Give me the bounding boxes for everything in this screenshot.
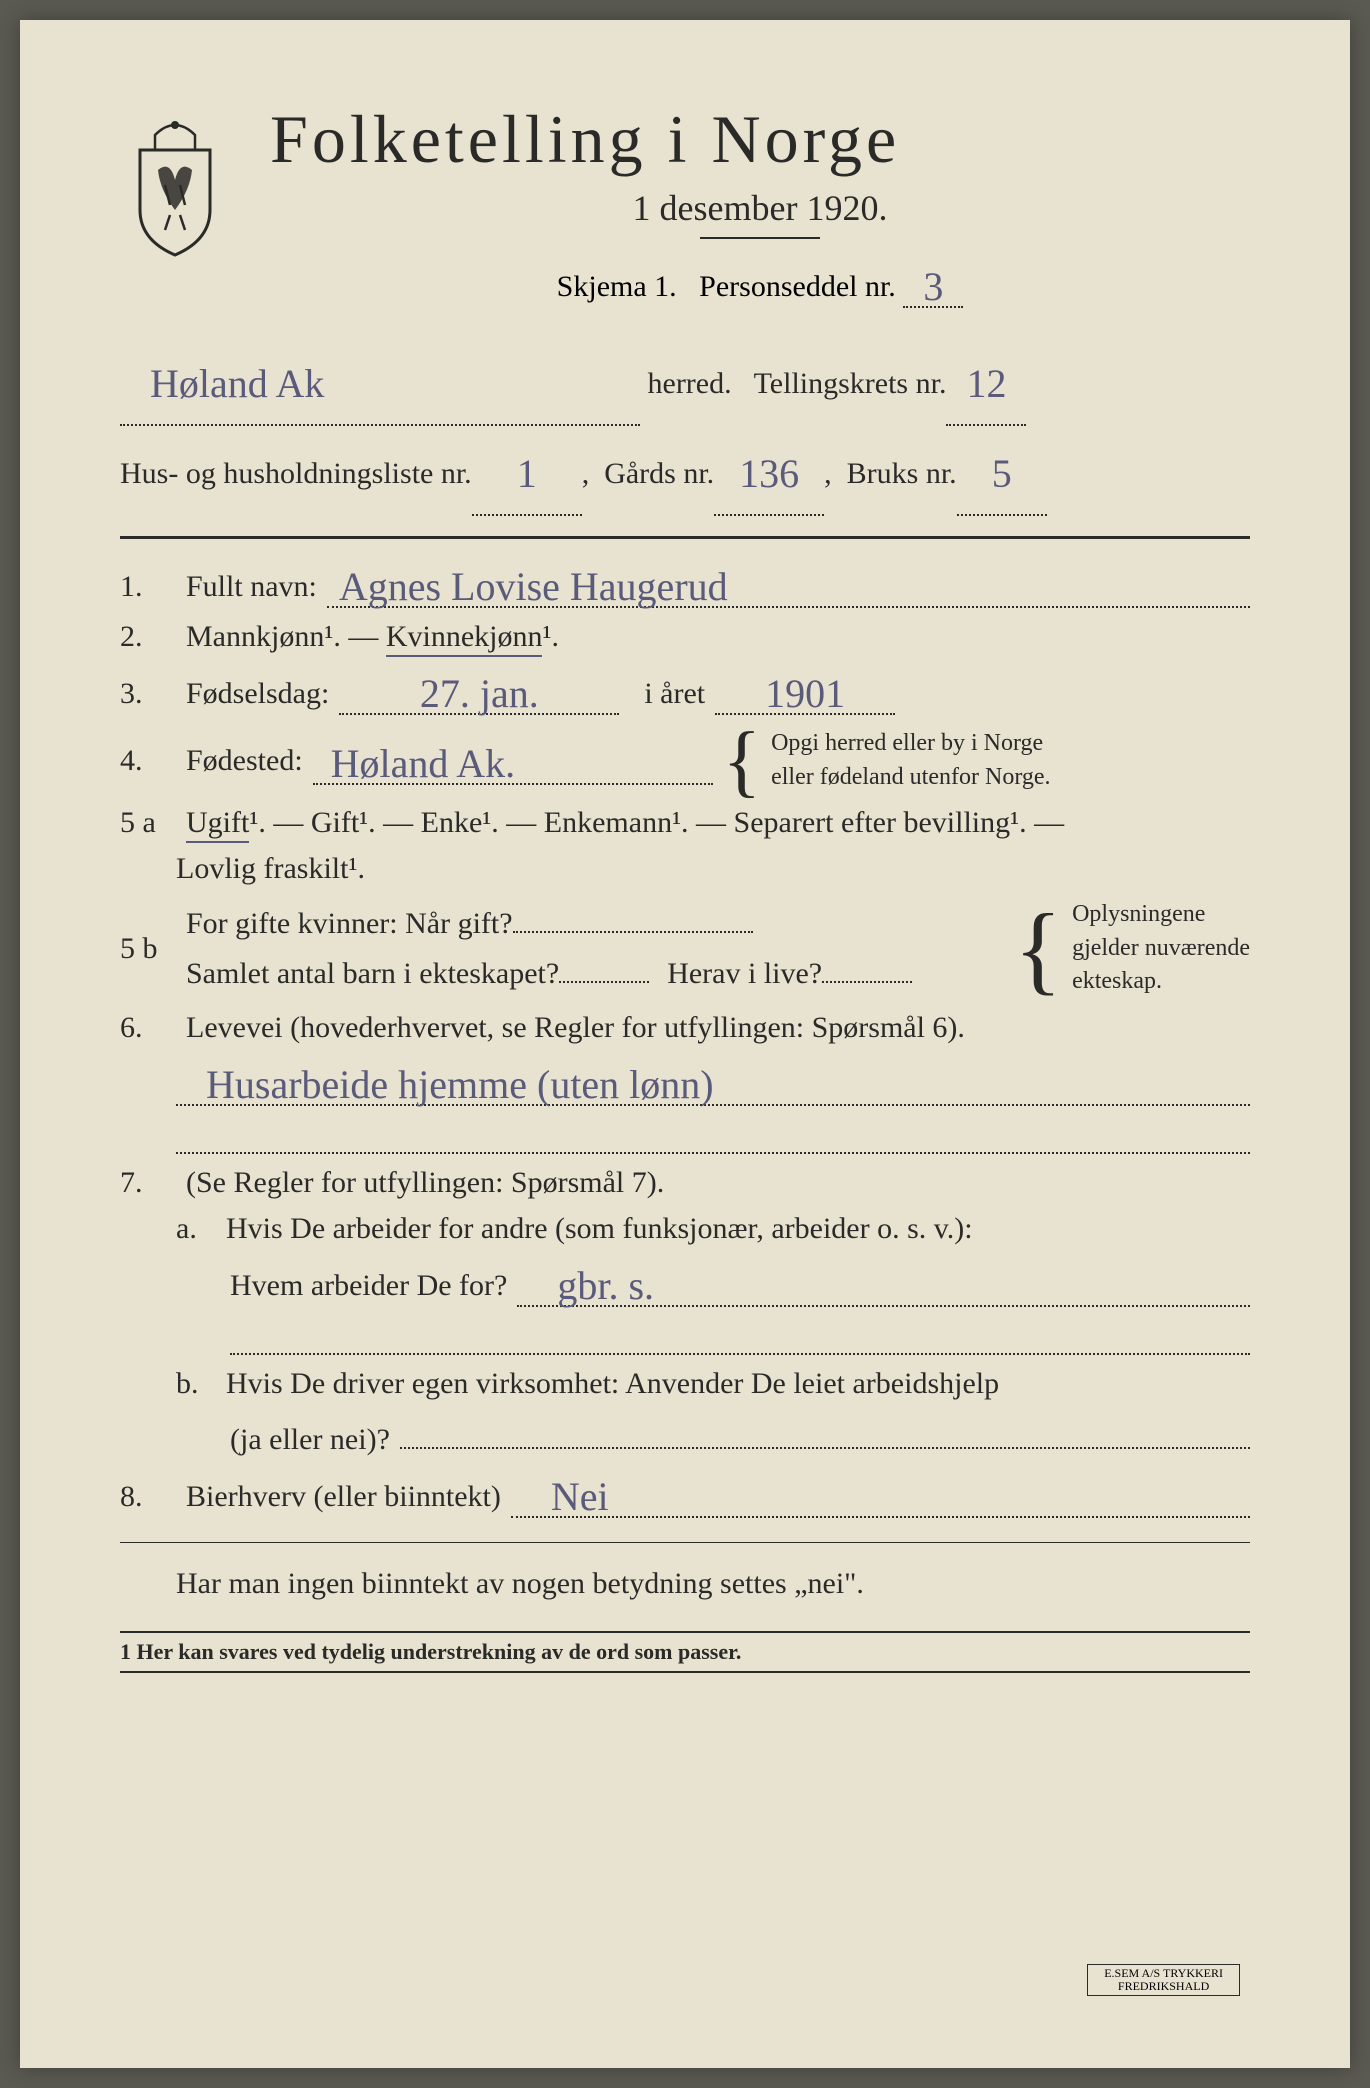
q8-row: 8. Bierhverv (eller biinntekt) Nei bbox=[120, 1469, 1250, 1518]
q6-value-row: Husarbeide hjemme (uten lønn) bbox=[120, 1057, 1250, 1106]
schema-label: Skjema 1. Personseddel nr. bbox=[557, 270, 896, 303]
q1-num: 1. bbox=[120, 570, 176, 604]
q6-row: 6. Levevei (hovederhvervet, se Regler fo… bbox=[120, 1011, 1250, 1045]
coat-of-arms-icon bbox=[120, 110, 230, 260]
q2-row: 2. Mannkjønn¹. — Kvinnekjønn¹. bbox=[120, 620, 1250, 654]
q5b-text3: Herav i live? bbox=[667, 957, 822, 991]
herred-name: Høland Ak bbox=[150, 361, 324, 406]
q5b-num: 5 b bbox=[120, 932, 176, 966]
stamp2: FREDRIKSHALD bbox=[1118, 1979, 1209, 1993]
footnote: 1 Her kan svares ved tydelig understrekn… bbox=[120, 1631, 1250, 1673]
q8-divider bbox=[120, 1542, 1250, 1543]
q4-num: 4. bbox=[120, 744, 176, 778]
q7a-text1: Hvis De arbeider for andre (som funksjon… bbox=[226, 1212, 973, 1246]
q7a-text2: Hvem arbeider De for? bbox=[230, 1269, 507, 1303]
q7b-text1: Hvis De driver egen virksomhet: Anvender… bbox=[226, 1367, 999, 1401]
q1-row: 1. Fullt navn: Agnes Lovise Haugerud bbox=[120, 559, 1250, 608]
q5b-text1: For gifte kvinner: Når gift? bbox=[186, 907, 513, 941]
q8-num: 8. bbox=[120, 1480, 176, 1514]
q8-note-row: Har man ingen biinntekt av nogen betydni… bbox=[120, 1567, 1250, 1601]
q3-row: 3. Fødselsdag: 27. jan. i året 1901 bbox=[120, 666, 1250, 715]
q1-value: Agnes Lovise Haugerud bbox=[339, 564, 728, 609]
q5a-line2: Lovlig fraskilt¹. bbox=[176, 852, 365, 886]
q8-label: Bierhverv (eller biinntekt) bbox=[186, 1480, 501, 1514]
title-divider bbox=[700, 237, 820, 239]
q4-hint: { Opgi herred eller by i Norge eller fød… bbox=[723, 727, 1051, 794]
q5b-text2: Samlet antal barn i ekteskapet? bbox=[186, 957, 559, 991]
gards-label: , Gårds nr. bbox=[582, 441, 714, 507]
q7b-row1: b. Hvis De driver egen virksomhet: Anven… bbox=[120, 1367, 1250, 1401]
header: Folketelling i Norge 1 desember 1920. Sk… bbox=[120, 100, 1250, 316]
q5a-row2: Lovlig fraskilt¹. bbox=[120, 852, 1250, 886]
q6-blank-row bbox=[120, 1118, 1250, 1154]
q8-note: Har man ingen biinntekt av nogen betydni… bbox=[176, 1567, 864, 1601]
bruks-nr: 5 bbox=[992, 451, 1012, 496]
q7a-value: gbr. s. bbox=[557, 1263, 654, 1308]
q4-row: 4. Fødested: Høland Ak. { Opgi herred el… bbox=[120, 727, 1250, 794]
q3-year: 1901 bbox=[765, 671, 845, 716]
title-block: Folketelling i Norge 1 desember 1920. Sk… bbox=[270, 100, 1250, 316]
printer-stamp: E.SEM A/S TRYKKERI FREDRIKSHALD bbox=[1087, 1964, 1240, 1996]
q2-underlined: Kvinnekjønn bbox=[386, 620, 543, 657]
stamp1: E.SEM A/S TRYKKERI bbox=[1104, 1966, 1223, 1980]
q3-day: 27. jan. bbox=[420, 671, 539, 716]
q6-value: Husarbeide hjemme (uten lønn) bbox=[206, 1062, 714, 1107]
q7a-blank bbox=[120, 1319, 1250, 1355]
q5a-num: 5 a bbox=[120, 806, 176, 840]
q4-value: Høland Ak. bbox=[331, 741, 515, 786]
page-title: Folketelling i Norge bbox=[270, 100, 1250, 179]
q5a-row: 5 a Ugift¹. — Gift¹. — Enke¹. — Enkemann… bbox=[120, 806, 1250, 840]
schema-line: Skjema 1. Personseddel nr. 3 bbox=[270, 259, 1250, 308]
q3-mid: i året bbox=[629, 677, 705, 711]
q6-num: 6. bbox=[120, 1011, 176, 1045]
q7b-text2: (ja eller nei)? bbox=[230, 1423, 390, 1457]
q7b-letter: b. bbox=[176, 1367, 216, 1401]
q7b-row2: (ja eller nei)? bbox=[120, 1413, 1250, 1457]
q8-value: Nei bbox=[551, 1474, 609, 1519]
q7a-row1: a. Hvis De arbeider for andre (som funks… bbox=[120, 1212, 1250, 1246]
q3-label: Fødselsdag: bbox=[186, 677, 329, 711]
husliste-line: Hus- og husholdningsliste nr. 1 , Gårds … bbox=[120, 426, 1250, 516]
section-divider bbox=[120, 536, 1250, 539]
q7-num: 7. bbox=[120, 1166, 176, 1200]
tellingskrets-nr: 12 bbox=[966, 361, 1006, 406]
q6-label: Levevei (hovederhvervet, se Regler for u… bbox=[186, 1011, 965, 1045]
q7a-row2: Hvem arbeider De for? gbr. s. bbox=[120, 1258, 1250, 1307]
herred-line: Høland Ak herred. Tellingskrets nr. 12 bbox=[120, 336, 1250, 426]
herred-label: herred. Tellingskrets nr. bbox=[640, 351, 946, 417]
q3-num: 3. bbox=[120, 677, 176, 711]
q5a-text: Ugift¹. — Gift¹. — Enke¹. — Enkemann¹. —… bbox=[186, 806, 1064, 840]
q5b-row1: 5 b For gifte kvinner: Når gift? Samlet … bbox=[120, 898, 1250, 999]
q4-label: Fødested: bbox=[186, 744, 303, 778]
schema-nr: 3 bbox=[923, 264, 943, 309]
page-subtitle: 1 desember 1920. bbox=[270, 187, 1250, 229]
husliste-label: Hus- og husholdningsliste nr. bbox=[120, 441, 472, 507]
husliste-nr: 1 bbox=[517, 451, 537, 496]
q7a-letter: a. bbox=[176, 1212, 216, 1246]
gards-nr: 136 bbox=[739, 451, 799, 496]
q5b-hint1: Oplysningene bbox=[1072, 901, 1205, 927]
bruks-label: , Bruks nr. bbox=[824, 441, 957, 507]
q7-row: 7. (Se Regler for utfyllingen: Spørsmål … bbox=[120, 1166, 1250, 1200]
q5a-ugift: Ugift bbox=[186, 806, 249, 843]
q5b-hint: { Oplysningene gjelder nuværende ekteska… bbox=[1014, 898, 1250, 999]
q4-hint2: eller fødeland utenfor Norge. bbox=[771, 764, 1050, 790]
q2-num: 2. bbox=[120, 620, 176, 654]
census-form-page: Folketelling i Norge 1 desember 1920. Sk… bbox=[20, 20, 1350, 2068]
q4-hint1: Opgi herred eller by i Norge bbox=[771, 730, 1043, 756]
q5b-hint2: gjelder nuværende bbox=[1072, 935, 1250, 961]
q2-text: Mannkjønn¹. — Kvinnekjønn¹. bbox=[186, 620, 559, 654]
q1-label: Fullt navn: bbox=[186, 570, 317, 604]
q7-label: (Se Regler for utfyllingen: Spørsmål 7). bbox=[186, 1166, 664, 1200]
q5b-hint3: ekteskap. bbox=[1072, 968, 1162, 994]
